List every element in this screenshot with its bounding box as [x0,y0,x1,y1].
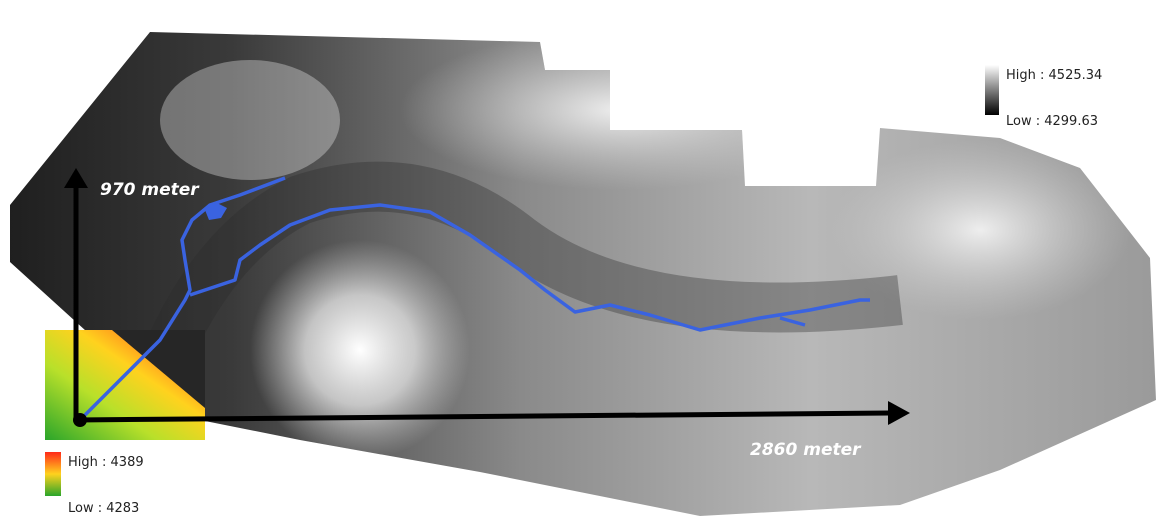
horizontal-distance: 2860 meter [750,440,862,460]
legend-low: Low : 4299.63 [1006,114,1098,129]
map: 970 meter 2860 meter High : 4525.34 Low … [0,0,1158,521]
terrain [0,0,1158,521]
vertical-distance: 970 meter [100,180,200,200]
inset-legend-bar [45,452,61,496]
inset-legend-low: Low : 4283 [68,501,139,516]
legend-high: High : 4525.34 [1006,68,1102,83]
elevation-legend-bar [985,65,999,115]
inset-legend-high: High : 4389 [68,455,144,470]
